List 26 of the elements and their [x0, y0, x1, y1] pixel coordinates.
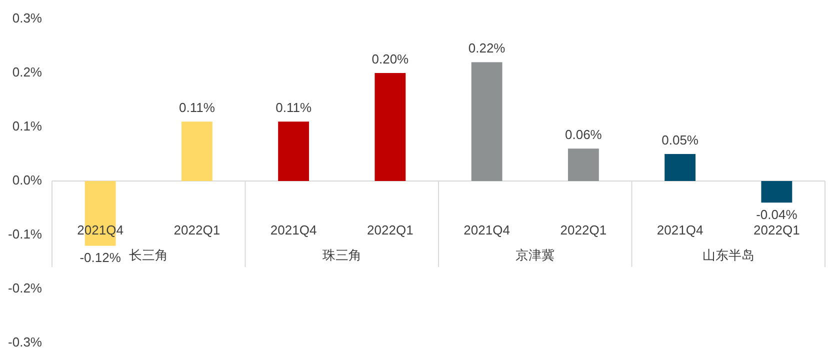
xtick: 2021Q4 [464, 222, 510, 238]
data-label: 0.22% [468, 40, 506, 56]
data-label: 0.11% [178, 100, 215, 116]
ytick: -0.3% [8, 334, 42, 350]
ytick: 0.0% [12, 172, 42, 188]
group-label: 京津冀 [516, 247, 555, 262]
ytick: -0.1% [8, 226, 42, 242]
data-label: 0.20% [372, 51, 409, 66]
data-label: 0.06% [565, 127, 602, 142]
ytick: 0.2% [12, 64, 42, 80]
ytick: 0.3% [12, 10, 42, 26]
xtick: 2021Q4 [656, 222, 704, 238]
xtick: 2022Q1 [367, 222, 414, 238]
data-label: 0.11% [276, 100, 312, 116]
xtick: 2022Q1 [754, 222, 800, 238]
data-label: -0.12% [80, 250, 121, 266]
data-label: 0.05% [662, 132, 698, 148]
xtick: 2022Q1 [560, 222, 607, 238]
group-label: 长三角 [129, 247, 168, 262]
group-label: 山东半岛 [702, 247, 754, 262]
ytick: -0.2% [8, 280, 42, 296]
data-label: -0.04% [756, 207, 798, 222]
group-label: 珠三角 [322, 247, 362, 262]
ytick: 0.1% [12, 118, 42, 134]
xtick: 2022Q1 [174, 222, 220, 238]
xtick: 2021Q4 [270, 222, 317, 238]
